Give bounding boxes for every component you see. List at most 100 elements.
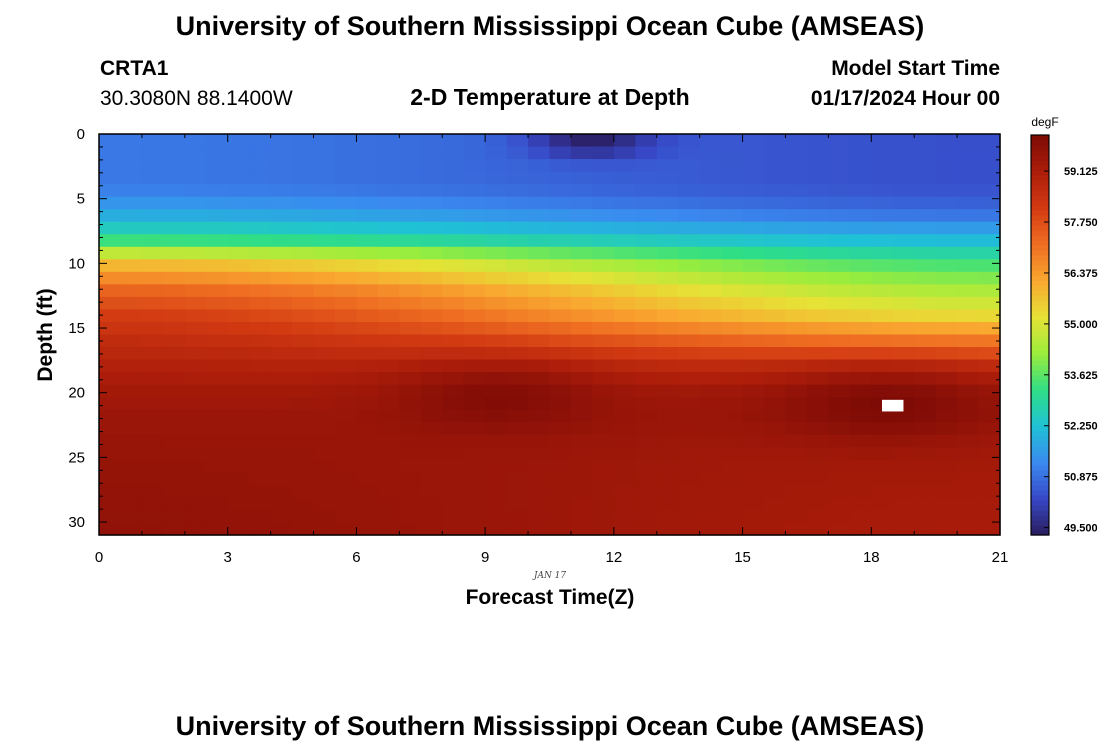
heatmap-cell bbox=[163, 397, 186, 411]
heatmap-cell bbox=[334, 159, 358, 173]
heatmap-cell bbox=[377, 522, 400, 536]
heatmap-cell bbox=[334, 359, 358, 373]
heatmap-cell bbox=[334, 472, 358, 486]
heatmap-cell bbox=[656, 334, 679, 348]
heatmap-cell bbox=[721, 447, 744, 461]
heatmap-cell bbox=[892, 221, 915, 235]
heatmap-cell bbox=[656, 259, 679, 273]
heatmap-cell bbox=[635, 246, 658, 260]
heatmap-cell bbox=[356, 434, 379, 448]
heatmap-cell bbox=[914, 284, 937, 298]
heatmap-cell bbox=[549, 296, 572, 311]
heatmap-cell bbox=[635, 459, 658, 473]
heatmap-cell bbox=[270, 246, 293, 260]
heatmap-cell bbox=[506, 234, 529, 248]
heatmap-cell bbox=[120, 196, 143, 210]
heatmap-cell bbox=[978, 309, 1001, 323]
heatmap-cell bbox=[828, 447, 851, 461]
heatmap-cell bbox=[892, 434, 915, 448]
heatmap-cell bbox=[978, 509, 1001, 524]
y-axis-label: Depth (ft) bbox=[34, 288, 57, 381]
heatmap-cell bbox=[549, 259, 572, 273]
heatmap-cell bbox=[184, 359, 207, 373]
heatmap-cell bbox=[914, 384, 937, 398]
heatmap-cell bbox=[485, 359, 508, 373]
heatmap-cell bbox=[163, 234, 186, 248]
heatmap-cell bbox=[399, 196, 422, 210]
heatmap-cell bbox=[163, 347, 186, 361]
heatmap-cell bbox=[721, 184, 744, 198]
heatmap-cell bbox=[485, 259, 508, 273]
heatmap-cell bbox=[249, 171, 272, 185]
heatmap-cell bbox=[828, 284, 851, 298]
heatmap-cell bbox=[592, 359, 615, 373]
heatmap-cell bbox=[871, 472, 894, 486]
heatmap-cell bbox=[806, 259, 829, 273]
model-start-value: 01/17/2024 Hour 00 bbox=[811, 87, 1000, 110]
heatmap-cell bbox=[635, 484, 658, 499]
heatmap-cell bbox=[399, 296, 422, 311]
heatmap-cell bbox=[442, 359, 465, 373]
heatmap-cell bbox=[806, 296, 829, 311]
heatmap-cell bbox=[292, 522, 315, 536]
heatmap-cell bbox=[227, 146, 250, 160]
colorbar-segment bbox=[1031, 455, 1049, 461]
heatmap-cell bbox=[549, 146, 572, 160]
heatmap-cell bbox=[420, 447, 443, 461]
heatmap-cell bbox=[377, 359, 400, 373]
station-id: CRTA1 bbox=[100, 57, 169, 80]
heatmap-cell bbox=[463, 359, 486, 373]
heatmap-cell bbox=[227, 321, 250, 336]
heatmap-cell bbox=[914, 146, 937, 160]
heatmap-cell bbox=[699, 284, 722, 298]
y-tick-label: 20 bbox=[68, 385, 85, 402]
heatmap-cell bbox=[935, 171, 958, 185]
heatmap-cell bbox=[292, 459, 315, 473]
heatmap-cell bbox=[613, 221, 636, 235]
heatmap-cell bbox=[206, 522, 229, 536]
heatmap-cell bbox=[463, 497, 486, 511]
heatmap-cell bbox=[463, 334, 486, 348]
heatmap-cell bbox=[935, 146, 958, 160]
heatmap-cell bbox=[828, 472, 851, 486]
heatmap-cell bbox=[570, 509, 593, 524]
heatmap-cell bbox=[356, 146, 379, 160]
heatmap-cell bbox=[184, 447, 207, 461]
heatmap-cell bbox=[377, 434, 400, 448]
colorbar-segment bbox=[1031, 320, 1049, 326]
heatmap-cell bbox=[313, 259, 336, 273]
heatmap-cell bbox=[399, 246, 422, 260]
heatmap-cell bbox=[206, 409, 229, 423]
heatmap-cell bbox=[785, 159, 808, 173]
heatmap-cell bbox=[270, 497, 293, 511]
heatmap-cell bbox=[613, 422, 636, 436]
heatmap-cell bbox=[334, 271, 358, 285]
heatmap-cell bbox=[635, 334, 658, 348]
colorbar-segment bbox=[1031, 380, 1049, 386]
heatmap-cell bbox=[656, 472, 679, 486]
heatmap-cell bbox=[292, 484, 315, 499]
heatmap-cell bbox=[163, 384, 186, 398]
heatmap-cell bbox=[313, 472, 336, 486]
heatmap-cell bbox=[721, 196, 744, 210]
heatmap-cell bbox=[377, 284, 400, 298]
heatmap-cell bbox=[785, 196, 808, 210]
heatmap-cell bbox=[313, 146, 336, 160]
heatmap-cell bbox=[313, 434, 336, 448]
heatmap-cell bbox=[163, 359, 186, 373]
heatmap-cell bbox=[914, 296, 937, 311]
heatmap-cell bbox=[699, 384, 722, 398]
heatmap-cell bbox=[957, 397, 980, 411]
heatmap-cell bbox=[635, 522, 658, 536]
heatmap-cell bbox=[678, 497, 701, 511]
heatmap-cell bbox=[785, 497, 808, 511]
heatmap-cell bbox=[764, 384, 787, 398]
heatmap-cell bbox=[935, 409, 958, 423]
heatmap-cell bbox=[806, 397, 829, 411]
heatmap-cell bbox=[742, 196, 765, 210]
heatmap-cell bbox=[892, 522, 915, 536]
heatmap-cell bbox=[249, 484, 272, 499]
heatmap-cell bbox=[699, 171, 722, 185]
heatmap-cell bbox=[635, 397, 658, 411]
heatmap-cell bbox=[506, 309, 529, 323]
